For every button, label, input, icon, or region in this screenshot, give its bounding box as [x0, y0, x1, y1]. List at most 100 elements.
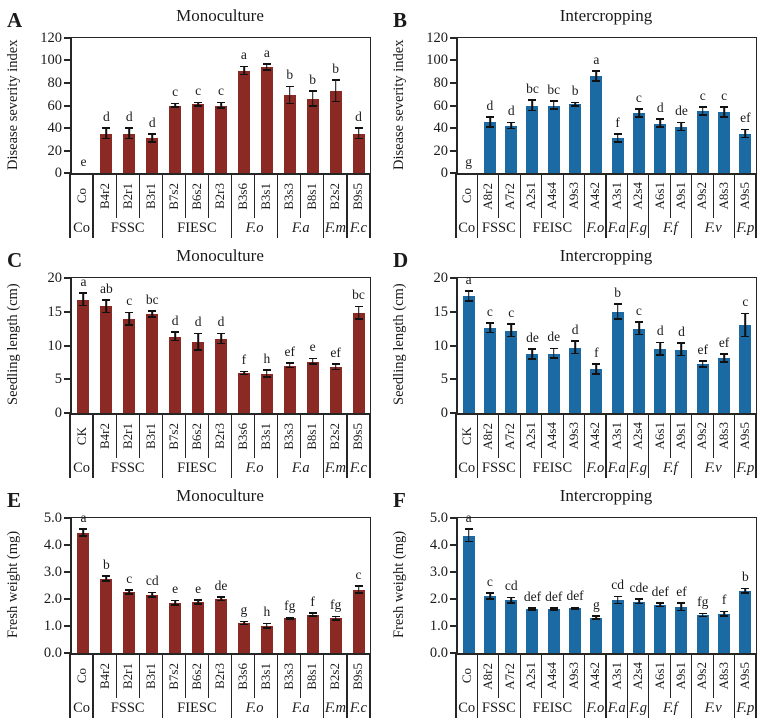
x-separator	[254, 174, 256, 218]
x-separator	[184, 174, 186, 218]
bar	[123, 133, 136, 173]
error-bar	[334, 79, 337, 103]
error-cap-bottom	[549, 357, 558, 359]
x-group-label: Co	[73, 700, 90, 716]
sig-letter: cde	[629, 580, 649, 595]
bar	[675, 349, 688, 413]
x-category-cell: A8s3	[713, 414, 734, 458]
error-cap-top	[677, 121, 686, 124]
error-bar	[616, 596, 619, 605]
x-group-label: F.f	[662, 220, 678, 236]
x-separator	[369, 414, 371, 478]
bar	[260, 373, 273, 413]
y-tick	[64, 277, 70, 279]
bar-slot: d	[501, 38, 522, 173]
error-cap-bottom	[634, 333, 643, 336]
bar-slot: e	[187, 518, 210, 653]
sig-letter: a	[80, 273, 87, 289]
error-bar	[334, 616, 337, 621]
bar	[632, 113, 645, 173]
error-cap-bottom	[528, 358, 537, 360]
error-cap-bottom	[102, 311, 111, 314]
sig-letter: b	[614, 284, 622, 300]
error-bar	[659, 602, 661, 608]
bar	[718, 613, 731, 653]
bar	[483, 327, 496, 413]
x-group-label: F.o	[586, 700, 605, 716]
error-bar	[311, 90, 314, 107]
sig-letter: d	[103, 109, 110, 125]
y-tick	[64, 81, 70, 84]
bar-slot: h	[255, 518, 278, 653]
sig-letter: c	[126, 293, 133, 309]
error-cap-bottom	[285, 618, 294, 620]
error-cap-top	[354, 127, 363, 130]
x-category-label: B8s1	[304, 182, 320, 210]
bar	[306, 614, 319, 653]
bar	[214, 105, 227, 173]
bar	[739, 590, 752, 653]
x-separator	[277, 174, 279, 238]
x-category-cell: B3s1	[255, 174, 278, 218]
error-cap-bottom	[741, 335, 750, 338]
error-bar	[220, 333, 222, 345]
bar-slot: def	[543, 518, 564, 653]
x-separator	[583, 654, 586, 718]
bar	[77, 299, 90, 413]
x-category-label: B2r3	[211, 663, 227, 689]
bar-slot: d	[479, 38, 500, 173]
sig-letter: a	[465, 509, 472, 525]
bar-slot: a	[232, 38, 255, 173]
sig-letter: c	[195, 83, 202, 99]
x-group-label: FIESC	[177, 700, 217, 716]
bar	[260, 626, 273, 653]
plot-area: 20 15 10 5 0 a c c de de d f b c d d ef ef c	[434, 270, 757, 421]
x-separator	[138, 174, 140, 218]
bar	[675, 126, 688, 173]
bar-slot: e	[72, 38, 95, 173]
error-cap-top	[549, 607, 558, 609]
x-separator	[346, 654, 348, 718]
bar-slot: f	[586, 278, 607, 413]
x-category-cell: B4r2	[93, 654, 116, 698]
bar-slot: c	[735, 278, 756, 413]
error-bar	[311, 612, 314, 617]
error-bar	[105, 299, 108, 314]
error-cap-top	[262, 63, 271, 65]
y-tick	[64, 310, 70, 313]
x-category-cell: B3s3	[278, 414, 301, 458]
bar-slot: d	[164, 278, 187, 413]
error-cap-bottom	[354, 318, 363, 320]
y-tick-label: 0	[54, 165, 62, 181]
y-tick	[64, 598, 70, 600]
error-cap-bottom	[698, 366, 707, 368]
x-separator	[541, 174, 543, 218]
x-group-label: F.f	[662, 460, 678, 476]
bar-slot: c	[164, 38, 187, 173]
x-group-label: F.c	[349, 700, 367, 716]
x-category-label: A6s1	[651, 182, 667, 210]
error-cap-top	[194, 101, 203, 104]
x-category-cell: B9s5	[347, 414, 370, 458]
sig-letter: c	[508, 304, 515, 320]
x-category-cell: B3s6	[232, 414, 255, 458]
sig-letter: c	[721, 87, 728, 103]
x-category-cell: B2r3	[208, 654, 231, 698]
error-bar	[595, 363, 598, 375]
error-cap-top	[549, 347, 558, 350]
sig-letter: b	[309, 71, 317, 87]
x-category-label: A9s5	[737, 422, 753, 450]
y-tick	[450, 172, 456, 174]
error-bar	[723, 353, 725, 364]
bar-slot: ef	[692, 278, 713, 413]
x-category-cell: A4s4	[542, 174, 563, 218]
y-tick	[450, 625, 456, 627]
y-tick-label: 15	[47, 303, 63, 320]
panel-title: Monoculture	[176, 486, 264, 505]
x-category-label: A4s2	[587, 422, 603, 450]
sig-letter: def	[651, 583, 669, 599]
x-separator	[519, 654, 521, 718]
error-bar	[638, 108, 640, 118]
x-category-cell: A9s5	[735, 414, 756, 458]
x-category-cell: A4s2	[585, 174, 606, 218]
